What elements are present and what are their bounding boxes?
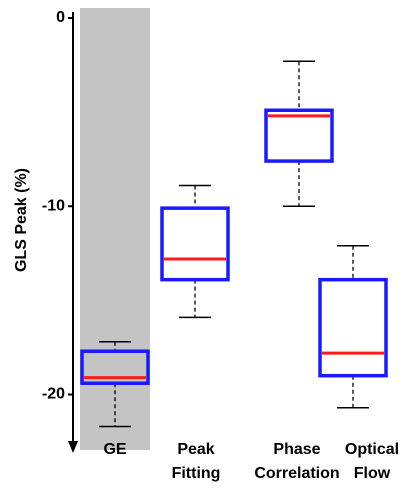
y-tick-label: -10: [42, 197, 65, 214]
box: [318, 277, 388, 378]
y-axis-arrow: [68, 441, 78, 453]
box: [264, 108, 334, 163]
y-tick-label: 0: [56, 9, 65, 26]
box: [160, 206, 230, 282]
box: [80, 349, 150, 385]
x-tick-label: GE: [103, 441, 126, 458]
y-tick-label: -20: [42, 386, 65, 403]
x-tick-label: Peak Fitting: [172, 441, 221, 482]
x-tick-label: Phase Correlation: [254, 441, 339, 482]
x-tick-label: Optical Flow: [345, 441, 399, 482]
y-axis-label: GLS Peak (%): [13, 168, 30, 272]
